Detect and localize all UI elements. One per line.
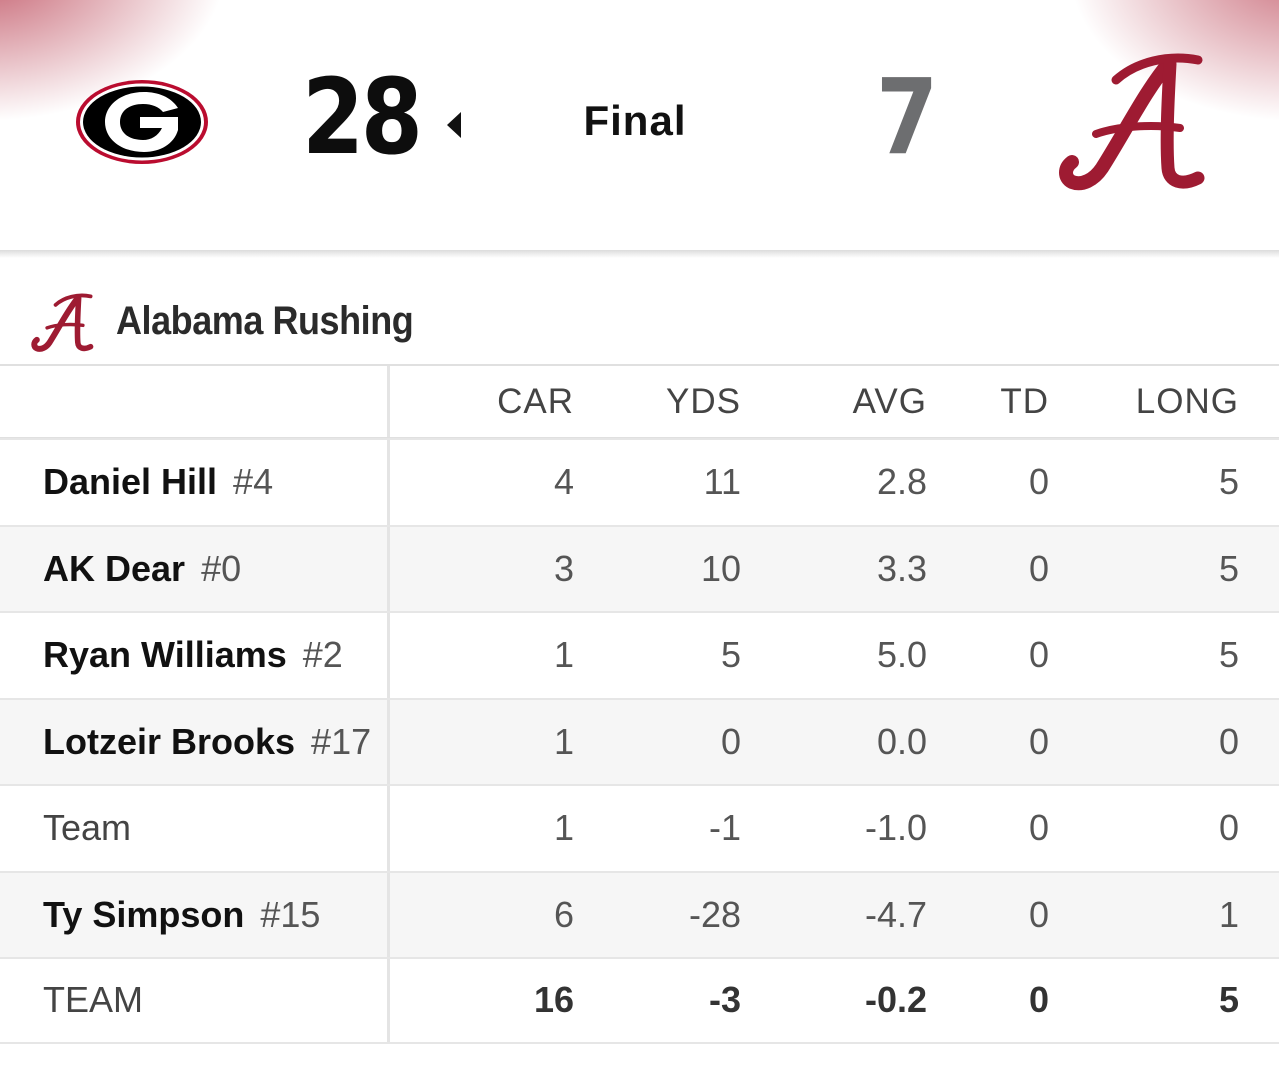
column-header-car[interactable]: CAR (497, 381, 574, 421)
home-score: 7 (876, 56, 939, 178)
total-avg: -0.2 (864, 979, 927, 1021)
total-long: 5 (1218, 979, 1239, 1021)
team-total-row: TEAM 16 -3 -0.2 0 5 (0, 957, 1279, 1044)
stat-car: 6 (553, 893, 574, 935)
column-header-yds[interactable]: YDS (666, 381, 741, 421)
player-column-header (0, 366, 390, 437)
stat-yds: -1 (708, 807, 741, 849)
header-shadow-divider (0, 250, 1279, 258)
alabama-script-a-logo-icon (30, 292, 94, 354)
player-number: #15 (260, 893, 321, 935)
stat-yds: 0 (720, 720, 741, 762)
stat-td: 0 (1028, 461, 1049, 503)
player-cell: Ty Simpson #15 (0, 872, 390, 957)
table-row: AK Dear #0 3 10 3.3 0 5 (0, 524, 1279, 611)
stat-avg: 5.0 (876, 634, 927, 676)
stat-td: 0 (1028, 634, 1049, 676)
player-number: #4 (233, 461, 274, 503)
player-cell: Lotzeir Brooks #17 (0, 699, 390, 784)
stat-yds: 5 (720, 634, 741, 676)
total-yds: -3 (708, 979, 741, 1021)
stat-long: 0 (1218, 807, 1239, 849)
player-number: #2 (302, 634, 343, 676)
stat-car: 4 (553, 461, 574, 503)
section-header: Alabama Rushing (0, 284, 1279, 362)
table-header-row: CAR YDS AVG TD LONG (0, 364, 1279, 438)
table-row: Ryan Williams #2 1 5 5.0 0 5 (0, 611, 1279, 698)
stat-long: 5 (1218, 461, 1239, 503)
player-cell: AK Dear #0 (0, 526, 390, 611)
stat-avg: 0.0 (876, 720, 927, 762)
player-name[interactable]: Lotzeir Brooks (43, 720, 296, 762)
table-row: Daniel Hill #4 4 11 2.8 0 5 (0, 438, 1279, 525)
stat-td: 0 (1028, 807, 1049, 849)
player-name[interactable]: AK Dear (43, 547, 186, 589)
stat-td: 0 (1028, 547, 1049, 589)
stat-avg: 3.3 (876, 547, 927, 589)
stat-td: 0 (1028, 720, 1049, 762)
stat-avg: 2.8 (876, 461, 927, 503)
player-name[interactable]: Ryan Williams (43, 634, 287, 676)
rushing-stats-table: CAR YDS AVG TD LONG Daniel Hill #4 4 11 … (0, 364, 1279, 1044)
stat-td: 0 (1028, 893, 1049, 935)
player-cell: Ryan Williams #2 (0, 613, 390, 698)
stat-long: 5 (1218, 547, 1239, 589)
total-td: 0 (1028, 979, 1049, 1021)
player-name[interactable]: Ty Simpson (43, 893, 245, 935)
game-status: Final (583, 97, 687, 144)
stat-car: 1 (553, 720, 574, 762)
player-number: #0 (201, 547, 242, 589)
column-header-td[interactable]: TD (1000, 381, 1049, 421)
team-total-label: TEAM (43, 979, 144, 1021)
away-score: 28 (302, 56, 423, 178)
stat-avg: -4.7 (864, 893, 927, 935)
stat-yds: 10 (700, 547, 741, 589)
stat-yds: 11 (703, 461, 741, 503)
section-title: Alabama Rushing (116, 299, 414, 343)
alabama-script-a-logo-icon[interactable] (1056, 50, 1206, 195)
stat-car: 1 (553, 634, 574, 676)
player-name[interactable]: Daniel Hill (43, 461, 218, 503)
stat-car: 3 (553, 547, 574, 589)
stat-long: 1 (1218, 893, 1239, 935)
table-row: Lotzeir Brooks #17 1 0 0.0 0 0 (0, 697, 1279, 784)
total-label-cell: TEAM (0, 959, 390, 1042)
column-header-avg[interactable]: AVG (852, 381, 927, 421)
scoreboard-header: 28 Final 7 (0, 0, 1279, 252)
player-cell: Team (0, 786, 390, 871)
stat-avg: -1.0 (864, 807, 927, 849)
player-cell: Daniel Hill #4 (0, 440, 390, 525)
player-number: #17 (311, 720, 372, 762)
table-row: Ty Simpson #15 6 -28 -4.7 0 1 (0, 870, 1279, 957)
table-row: Team 1 -1 -1.0 0 0 (0, 784, 1279, 871)
column-header-long[interactable]: LONG (1135, 381, 1239, 421)
stat-long: 0 (1218, 720, 1239, 762)
team-row-label: Team (43, 807, 132, 849)
stat-car: 1 (553, 807, 574, 849)
georgia-g-logo-icon[interactable] (74, 78, 210, 166)
caret-left-icon (447, 112, 461, 138)
total-car: 16 (533, 979, 574, 1021)
stat-long: 5 (1218, 634, 1239, 676)
stat-yds: -28 (688, 893, 741, 935)
